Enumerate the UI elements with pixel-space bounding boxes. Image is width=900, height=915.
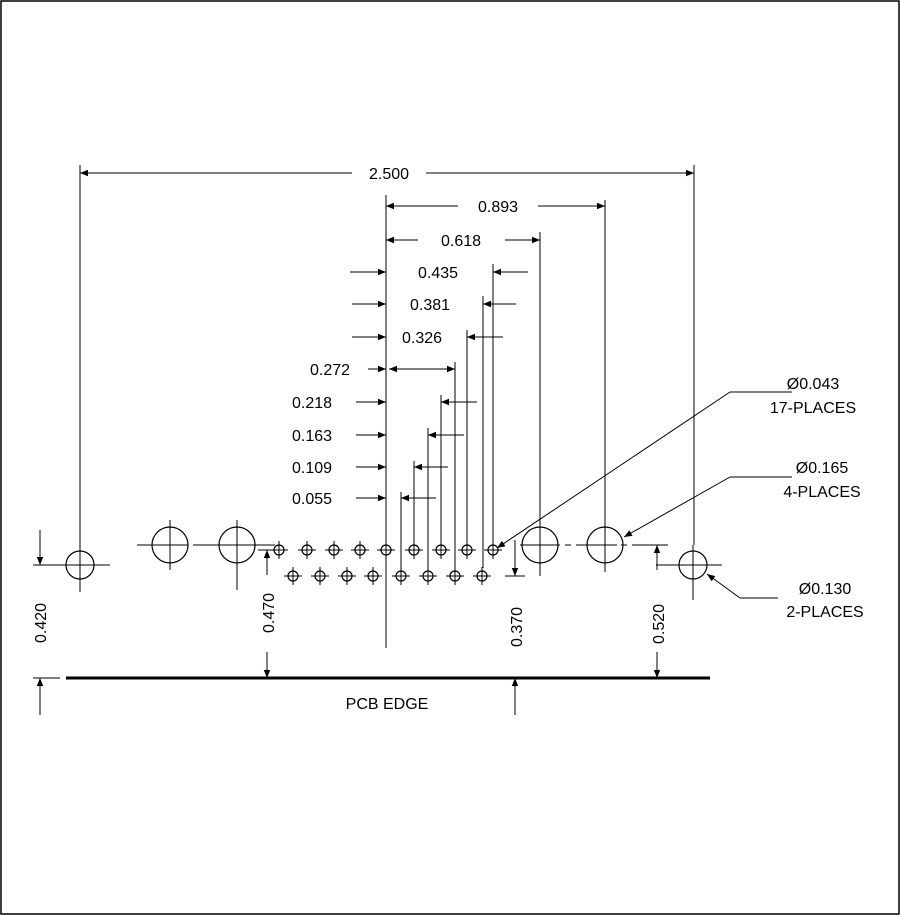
small-hole bbox=[298, 541, 316, 559]
small-hole bbox=[458, 541, 476, 559]
callout-small-holes-diameter: Ø0.043 bbox=[787, 376, 840, 393]
dim-0618-label: 0.618 bbox=[441, 233, 481, 250]
callout-large-holes-diameter: Ø0.165 bbox=[796, 460, 849, 477]
dim-0370-label: 0.370 bbox=[509, 607, 526, 647]
dim-0370 bbox=[505, 540, 525, 715]
dim-0326 bbox=[352, 330, 503, 542]
dim-0381-label: 0.381 bbox=[410, 297, 450, 314]
small-hole bbox=[392, 567, 410, 585]
dim-0520 bbox=[648, 544, 668, 678]
pcb-edge-label: PCB EDGE bbox=[346, 696, 429, 713]
small-hole bbox=[473, 567, 491, 585]
dim-0109 bbox=[356, 461, 448, 542]
hole-centerlines bbox=[60, 520, 722, 600]
small-hole bbox=[446, 567, 464, 585]
small-hole bbox=[364, 567, 382, 585]
dim-0272-label: 0.272 bbox=[310, 362, 350, 379]
small-hole bbox=[432, 541, 450, 559]
small-hole bbox=[284, 567, 302, 585]
small-hole bbox=[484, 541, 502, 559]
callout-mount-holes-diameter: Ø0.130 bbox=[799, 581, 852, 598]
dim-0163-label: 0.163 bbox=[292, 428, 332, 445]
small-hole bbox=[311, 567, 329, 585]
callout-mount-holes-leader bbox=[706, 573, 778, 599]
dim-0435-label: 0.435 bbox=[418, 265, 458, 282]
dim-0326-label: 0.326 bbox=[402, 330, 442, 347]
dim-2500-label: 2.500 bbox=[369, 166, 409, 183]
dim-0470 bbox=[258, 549, 280, 678]
dim-0618 bbox=[386, 232, 541, 527]
dim-0435 bbox=[350, 264, 528, 542]
small-hole bbox=[405, 541, 423, 559]
dim-0272 bbox=[368, 362, 456, 568]
dim-0893-label: 0.893 bbox=[478, 199, 518, 216]
callout-small-holes-leader bbox=[496, 391, 792, 549]
small-hole bbox=[325, 541, 343, 559]
dim-0109-label: 0.109 bbox=[292, 460, 332, 477]
dim-0420 bbox=[33, 530, 60, 715]
dim-0520-label: 0.520 bbox=[651, 604, 668, 644]
dim-0218 bbox=[356, 395, 477, 542]
dim-0470-label: 0.470 bbox=[261, 593, 278, 633]
dim-2500 bbox=[79, 165, 695, 560]
small-hole bbox=[377, 541, 395, 559]
callout-large-holes-leader bbox=[623, 476, 792, 538]
callout-mount-holes-count: 2-PLACES bbox=[786, 604, 863, 621]
dim-0055 bbox=[356, 492, 436, 568]
dim-0381 bbox=[352, 296, 516, 568]
small-hole bbox=[338, 567, 356, 585]
callout-small-holes-count: 17-PLACES bbox=[770, 400, 856, 417]
dim-0055-label: 0.055 bbox=[292, 491, 332, 508]
small-hole bbox=[419, 567, 437, 585]
small-hole bbox=[351, 541, 369, 559]
dim-0893 bbox=[386, 200, 606, 527]
callout-large-holes-count: 4-PLACES bbox=[783, 484, 860, 501]
dim-0420-label: 0.420 bbox=[33, 603, 50, 643]
dim-0218-label: 0.218 bbox=[292, 395, 332, 412]
